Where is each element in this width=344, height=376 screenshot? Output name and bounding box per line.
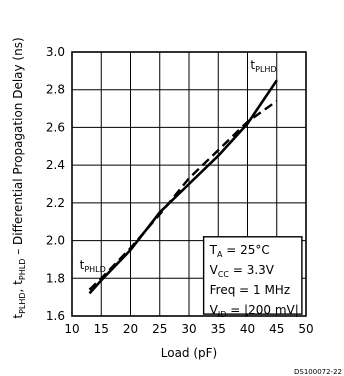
x-tick-label: 50	[298, 322, 313, 336]
x-tick-label: 25	[152, 322, 167, 336]
y-tick-label: 2.0	[46, 234, 65, 248]
y-tick-label: 2.4	[46, 158, 65, 172]
x-axis-label: Load (pF)	[161, 346, 217, 360]
x-tick-label: 40	[240, 322, 255, 336]
conditions-box-frame	[202, 236, 303, 315]
series-line-tphld	[88, 100, 278, 291]
x-tick-label: 10	[64, 322, 79, 336]
y-axis-label: tPLHD, tPHLD – Differential Propagation …	[11, 37, 27, 318]
plot-frame	[71, 51, 307, 317]
series-label-tphld: tPHLD	[80, 258, 106, 274]
y-tick-label: 2.2	[46, 196, 65, 210]
condition-vid: VID = |200 mV|	[210, 303, 299, 319]
y-tick-label: 1.6	[46, 309, 65, 323]
y-tick-label: 1.8	[46, 271, 65, 285]
y-tick-label: 3.0	[46, 45, 65, 59]
y-tick-label: 2.6	[46, 120, 65, 134]
condition-ta: TA = 25°C	[209, 243, 270, 259]
x-tick-label: 30	[181, 322, 196, 336]
condition-freq: Freq = 1 MHz	[210, 283, 291, 297]
series-label-tplhd: tPLHD	[250, 58, 276, 74]
x-tick-label: 20	[123, 322, 138, 336]
figure-id: DS100072-22	[294, 368, 342, 376]
x-tick-label: 45	[269, 322, 284, 336]
x-tick-label: 15	[94, 322, 109, 336]
condition-vcc: VCC = 3.3V	[210, 263, 275, 279]
y-tick-labels: 1.6 1.8 2.0 2.2 2.4 2.6 2.8 3.0	[46, 45, 65, 323]
series-group	[88, 79, 278, 295]
x-tick-labels: 10 15 20 25 30 35 40 45 50	[64, 322, 313, 336]
x-tick-label: 35	[211, 322, 226, 336]
conditions-box: TA = 25°C VCC = 3.3V Freq = 1 MHz VID = …	[202, 236, 303, 319]
y-tick-label: 2.8	[46, 83, 65, 97]
grid	[72, 52, 306, 316]
series-line-tplhd	[88, 79, 278, 295]
